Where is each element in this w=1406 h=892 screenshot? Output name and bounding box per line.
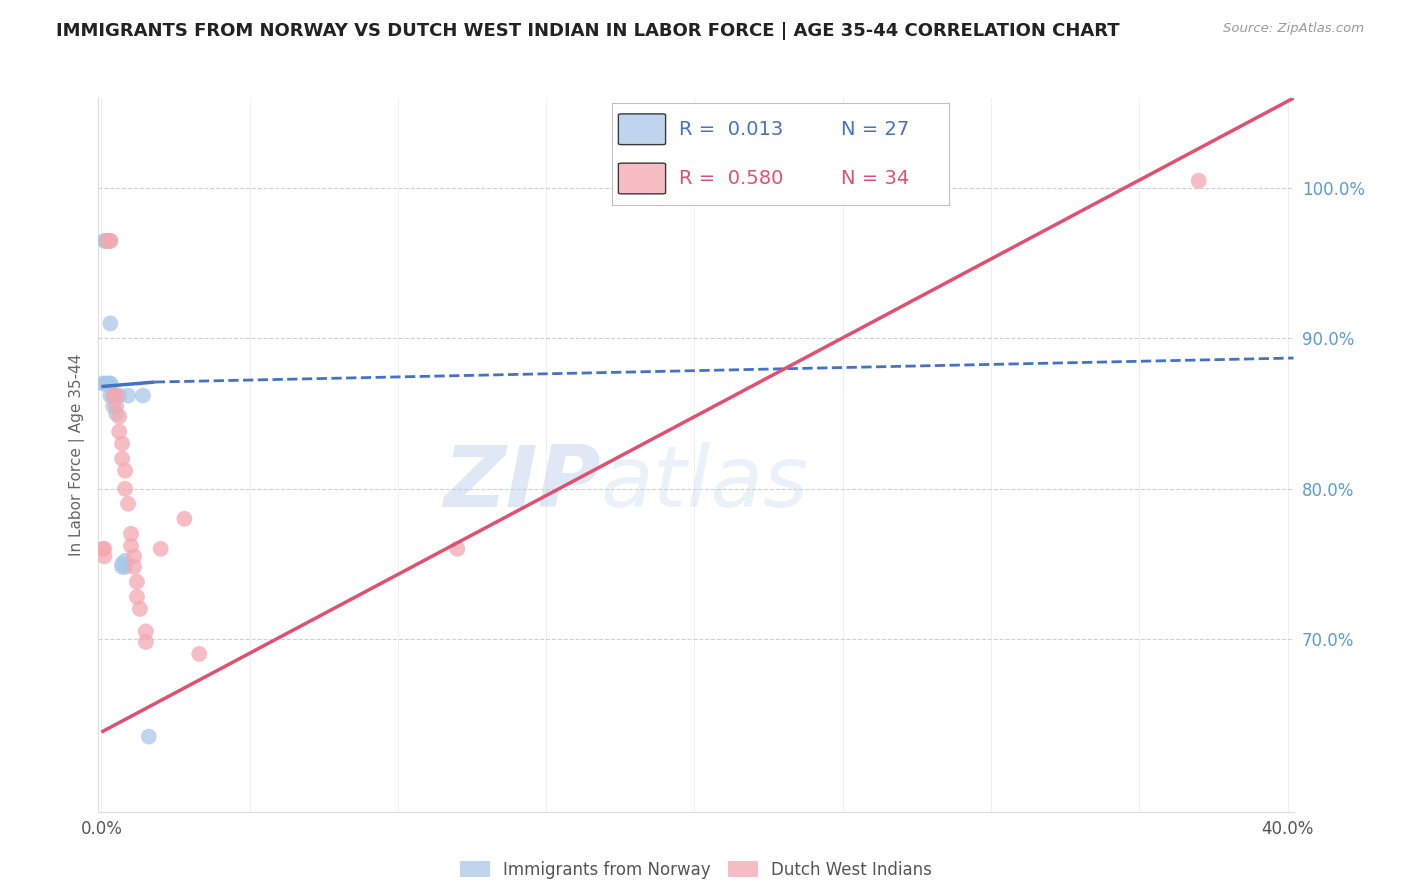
Text: Source: ZipAtlas.com: Source: ZipAtlas.com — [1223, 22, 1364, 36]
Point — [105, 399, 128, 413]
Point — [111, 436, 134, 450]
Point — [98, 234, 121, 248]
Point — [105, 388, 128, 402]
Point — [98, 376, 121, 391]
Text: N = 34: N = 34 — [841, 169, 910, 188]
Point — [91, 541, 114, 556]
Text: R =  0.580: R = 0.580 — [679, 169, 783, 188]
Point — [446, 541, 468, 556]
Point — [105, 388, 128, 402]
Point — [120, 526, 142, 541]
Point — [135, 624, 157, 639]
Point — [108, 388, 131, 402]
Point — [114, 482, 136, 496]
Point — [93, 376, 115, 391]
Point — [103, 388, 125, 402]
Point — [122, 549, 145, 564]
Point — [125, 574, 148, 589]
Point — [96, 376, 118, 391]
Text: R =  0.013: R = 0.013 — [679, 120, 783, 139]
Point — [111, 557, 134, 571]
Point — [96, 234, 118, 248]
Point — [98, 234, 121, 248]
Point — [111, 451, 134, 466]
Point — [105, 407, 128, 421]
Point — [108, 425, 131, 439]
Point — [93, 549, 115, 564]
Point — [117, 497, 139, 511]
Point — [129, 602, 152, 616]
Legend: Immigrants from Norway, Dutch West Indians: Immigrants from Norway, Dutch West India… — [453, 855, 939, 886]
Point — [98, 317, 121, 331]
FancyBboxPatch shape — [619, 114, 665, 145]
Point — [98, 388, 121, 402]
Y-axis label: In Labor Force | Age 35-44: In Labor Force | Age 35-44 — [69, 354, 84, 556]
FancyBboxPatch shape — [619, 163, 665, 194]
Point — [103, 399, 125, 413]
Point — [149, 541, 172, 556]
Point — [135, 635, 157, 649]
Text: atlas: atlas — [600, 442, 808, 525]
Point — [132, 388, 155, 402]
Point — [114, 559, 136, 574]
Point — [1188, 174, 1211, 188]
Point — [138, 730, 160, 744]
Point — [93, 541, 115, 556]
Point — [114, 554, 136, 568]
Text: IMMIGRANTS FROM NORWAY VS DUTCH WEST INDIAN IN LABOR FORCE | AGE 35-44 CORRELATI: IMMIGRANTS FROM NORWAY VS DUTCH WEST IND… — [56, 22, 1119, 40]
Text: N = 27: N = 27 — [841, 120, 910, 139]
Point — [122, 559, 145, 574]
Text: ZIP: ZIP — [443, 442, 600, 525]
Point — [91, 376, 114, 391]
Point — [94, 234, 117, 248]
Point — [111, 559, 134, 574]
Point — [103, 388, 125, 402]
Point — [96, 234, 118, 248]
Point — [93, 234, 115, 248]
Point — [188, 647, 211, 661]
Point — [117, 388, 139, 402]
Point — [120, 539, 142, 553]
Point — [98, 376, 121, 391]
Point — [173, 512, 195, 526]
Point — [96, 234, 118, 248]
Point — [103, 388, 125, 402]
Point — [114, 464, 136, 478]
Point — [108, 409, 131, 424]
Point — [125, 590, 148, 604]
